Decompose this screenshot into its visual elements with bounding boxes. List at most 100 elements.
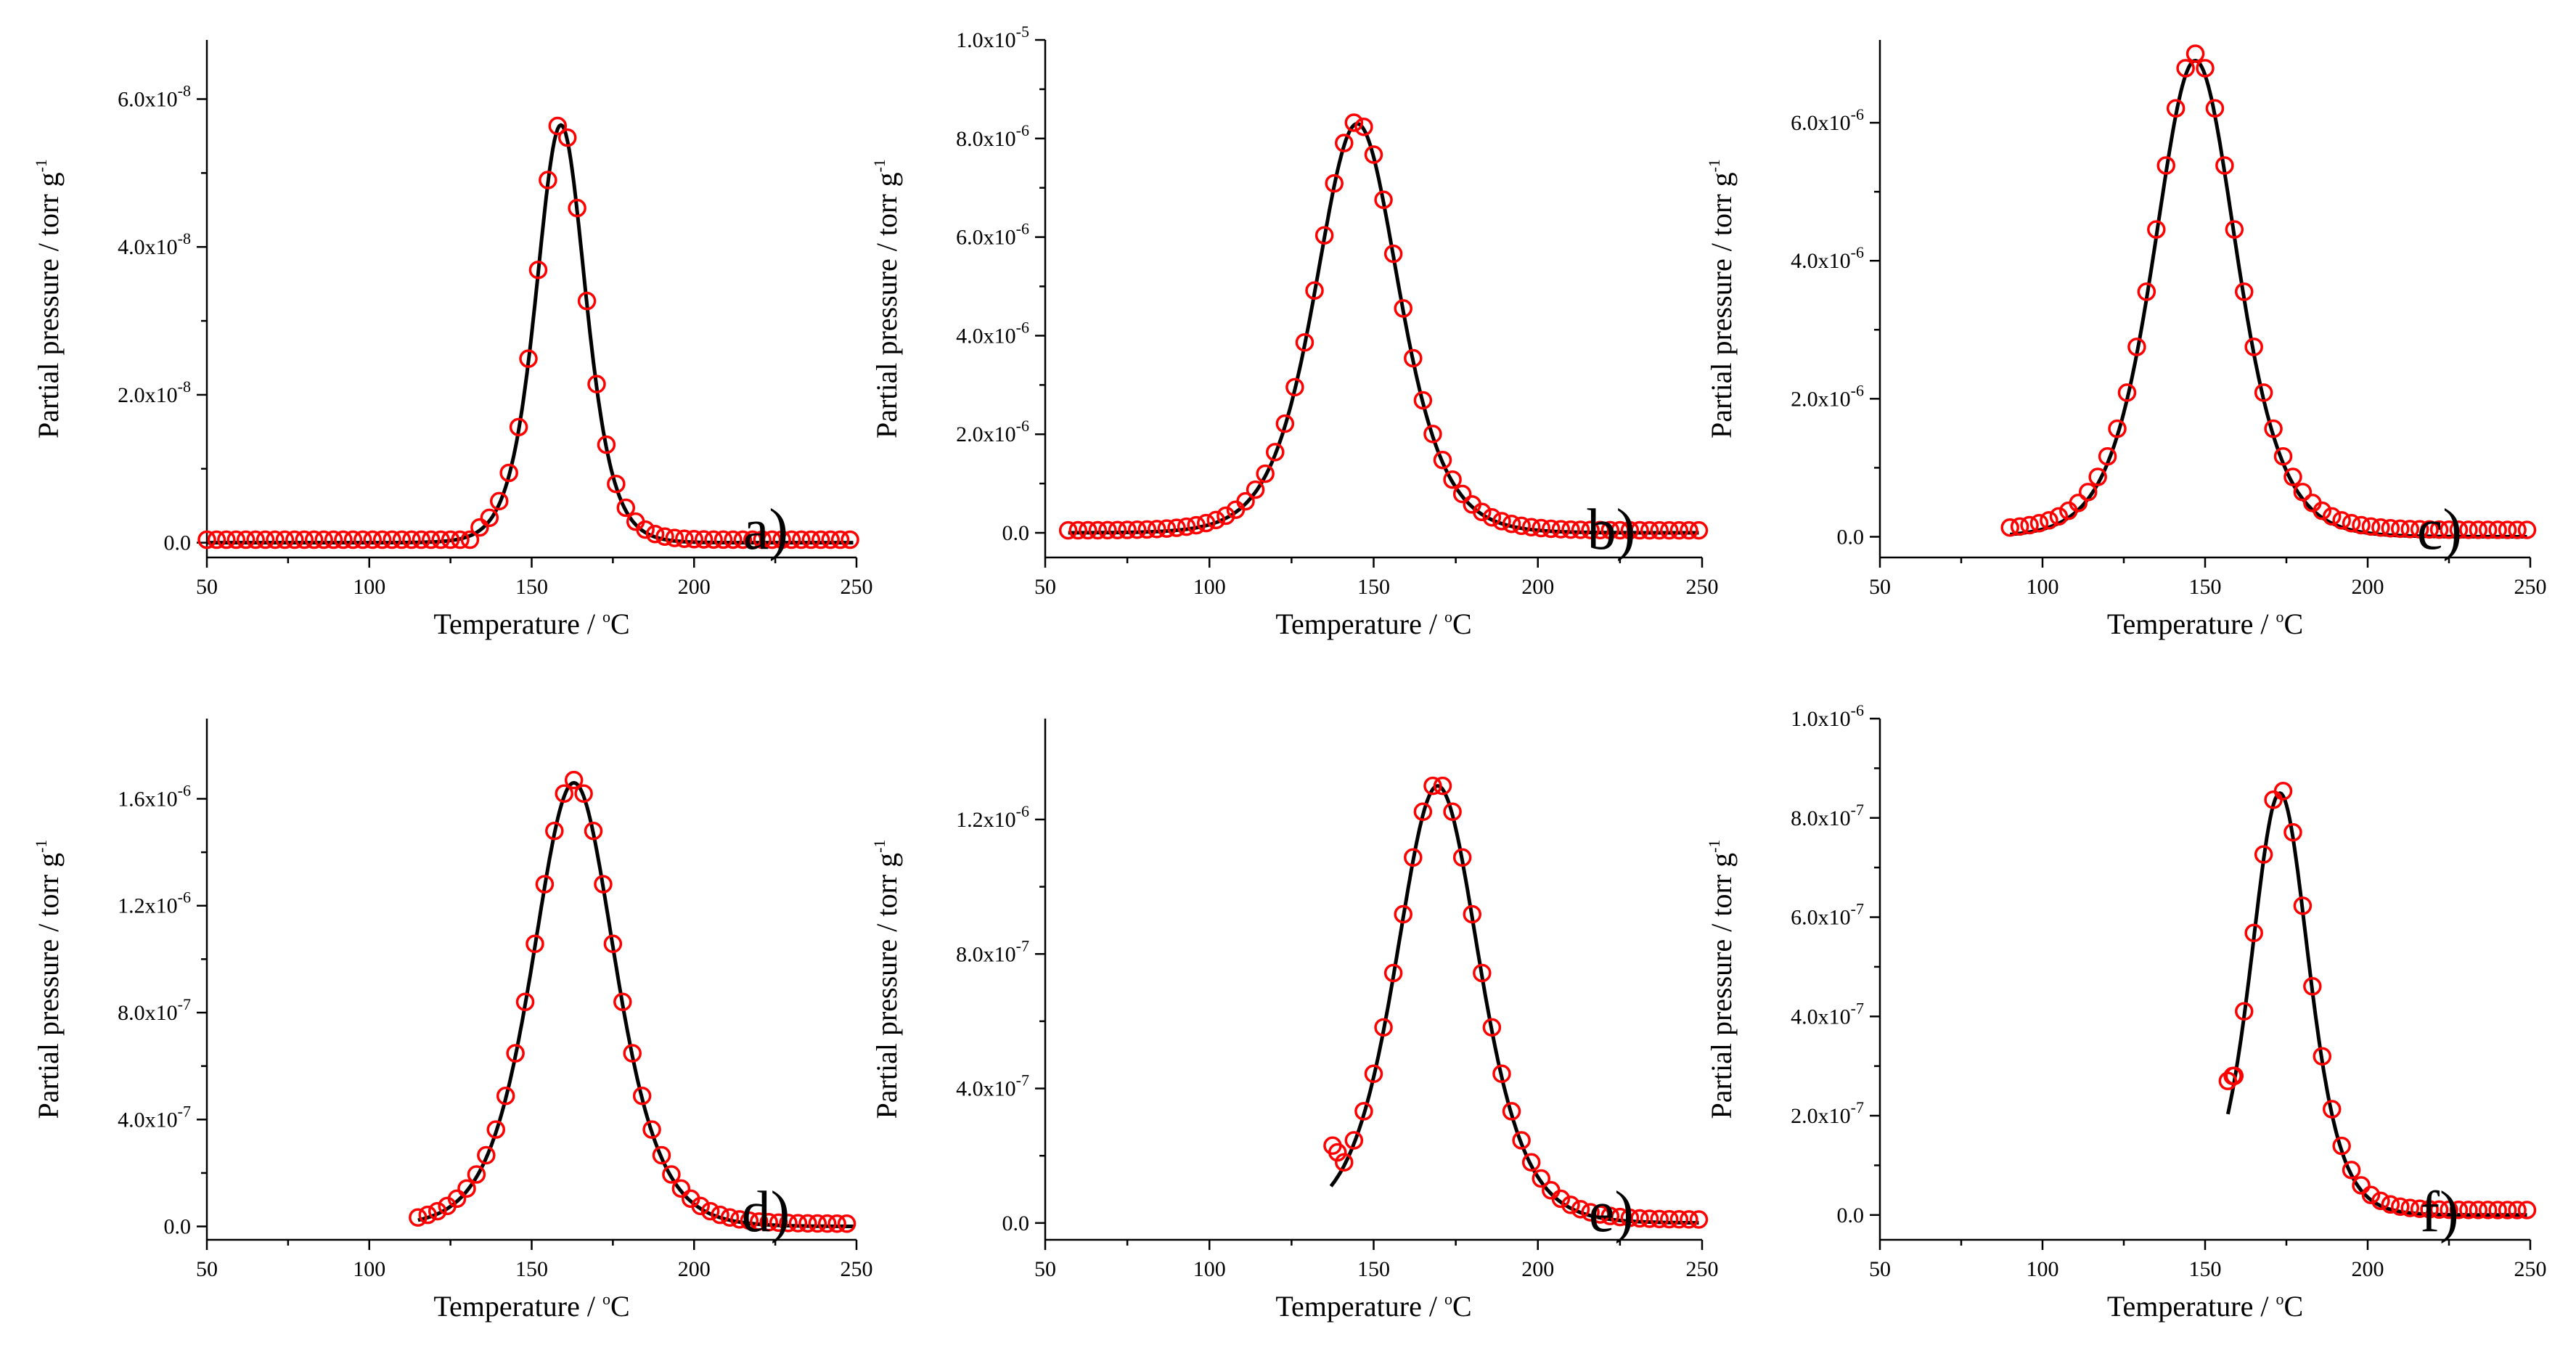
data-point [2088,467,2107,486]
data-point [1620,1208,1640,1227]
data-point [519,349,538,368]
y-tick-label: 1.0x10-5 [956,23,1029,52]
data-point [1512,516,1531,536]
data-point [623,1044,642,1063]
data-point [2215,156,2234,175]
data-point [2400,1198,2419,1217]
y-axis-title: Partial pressure / torr g-1 [32,159,65,438]
data-point [2273,782,2293,801]
data-point [1463,904,1481,924]
data-point [526,934,544,954]
data-point [1611,520,1630,540]
data-point [2449,520,2469,539]
data-point [694,530,713,549]
data-point [733,530,753,549]
data-point [1394,299,1412,318]
data-point [2127,338,2146,356]
y-tick-label: 4.0x10-7 [1791,999,1864,1029]
data-point [2479,1201,2498,1219]
data-point [772,530,791,549]
data-point [1669,1210,1689,1229]
panel-letter: a) [743,498,788,562]
data-point [1689,520,1709,540]
data-point [2273,446,2293,466]
data-point [2244,923,2263,943]
data-point [372,530,392,549]
x-tick-label: 100 [2027,1257,2059,1281]
x-tick-label: 50 [1034,575,1056,599]
data-point [1374,1018,1393,1037]
data-point [460,530,480,549]
y-tick-label: 1.2x10-6 [956,802,1029,832]
data-point [509,417,528,437]
y-tick-label: 0.0 [1002,521,1030,545]
data-point [2147,220,2166,239]
data-point [2332,1136,2351,1156]
data-point [1660,520,1679,540]
data-point [740,1211,759,1230]
data-point [1108,520,1127,539]
data-point [684,530,703,549]
data-point [2254,845,2273,864]
data-point [490,491,509,511]
data-point [1364,145,1383,164]
data-point [2459,1201,2478,1219]
data-point [431,530,450,549]
data-point [762,530,782,549]
data-point [2332,511,2351,530]
data-point [1305,281,1324,301]
data-point [467,1165,486,1184]
data-point [1532,518,1551,538]
data-point [1581,520,1600,539]
data-point [1502,514,1521,534]
data-point [409,1208,428,1227]
data-point [2498,520,2517,539]
x-tick-label: 250 [841,575,873,599]
data-point [665,528,684,547]
data-point [1295,332,1314,352]
data-point [1177,517,1196,536]
y-tick-label: 8.0x10-7 [956,936,1029,966]
y-tick-label: 8.0x10-6 [956,121,1029,151]
data-point [730,1210,749,1229]
x-tick-label: 150 [2189,575,2222,599]
data-point [2137,282,2156,301]
data-point [713,530,733,549]
data-point [1187,515,1206,535]
data-point [782,530,801,549]
data-point [457,1179,476,1198]
data-point [1502,1102,1521,1121]
data-point [2078,483,2098,502]
data-point [837,1214,856,1233]
data-point [2342,1161,2361,1180]
data-point [1650,1209,1669,1229]
data-point [2098,446,2117,466]
data-point [1660,1209,1679,1229]
data-point [2322,1100,2342,1119]
data-point [2156,156,2175,175]
data-point [412,530,431,549]
data-point [1443,470,1462,489]
x-tick-label: 250 [2514,1257,2547,1281]
data-point [1354,1102,1373,1121]
data-point [2225,220,2244,239]
data-point [1581,1203,1600,1222]
data-point [2303,977,2322,996]
y-tick-label: 0.0 [1002,1211,1030,1235]
data-point [1512,1131,1531,1150]
data-point [217,530,236,549]
data-point [2342,513,2361,533]
y-axis-title: Partial pressure / torr g-1 [870,840,903,1119]
data-point [2459,520,2478,539]
data-point [246,530,265,549]
data-point [557,128,577,147]
data-point [2293,896,2313,915]
data-point [1482,1018,1502,1037]
data-point [1266,443,1285,462]
data-point [285,530,304,549]
data-point [2391,519,2410,539]
data-point [779,1214,798,1233]
data-point [480,508,499,528]
x-axis-title: Temperature / oC [1275,1290,1471,1323]
data-point [2313,1047,2332,1066]
